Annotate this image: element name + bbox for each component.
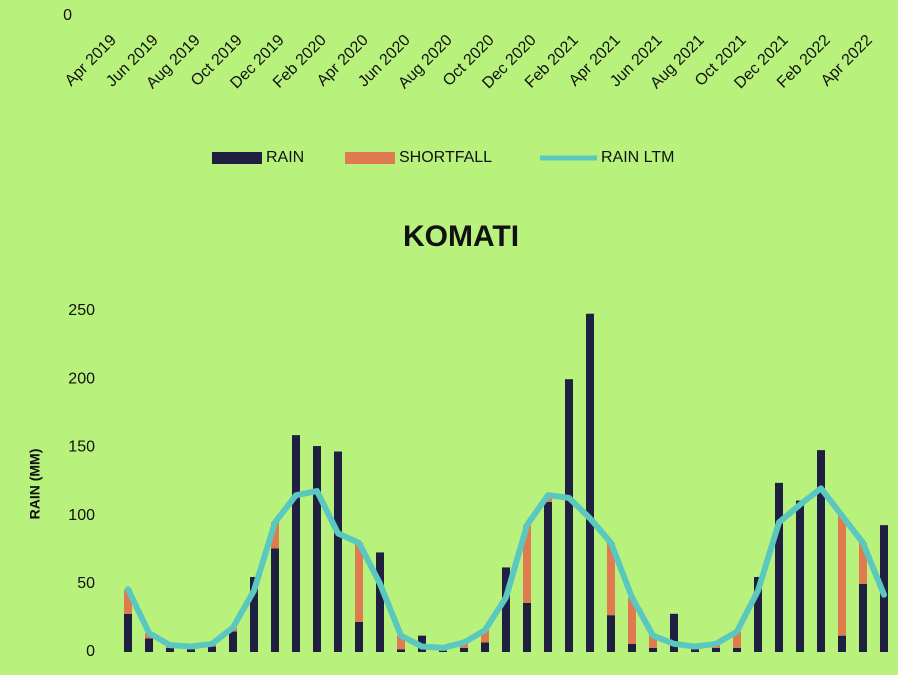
rain-bar (334, 451, 342, 652)
chart-title: KOMATI (403, 220, 519, 253)
rain-bar (187, 649, 195, 652)
y-tick-label: 50 (77, 575, 95, 592)
rain-bar (607, 615, 615, 652)
rain-bar (250, 576, 258, 652)
shortfall-bar (271, 522, 279, 549)
shortfall-bar (607, 542, 615, 616)
y-tick-label: 200 (68, 370, 95, 387)
y-tick-label: 0 (63, 7, 72, 24)
shortfall-bar (649, 635, 657, 648)
shortfall-bar (124, 589, 132, 614)
rain-bar (523, 602, 531, 652)
rain-bar (775, 482, 783, 652)
shortfall-bar (733, 631, 741, 648)
rain-bar (544, 501, 552, 652)
rain-bar (229, 631, 237, 652)
rain-bar (376, 552, 384, 652)
rain-bar (439, 650, 447, 652)
rain-bar (502, 567, 510, 652)
rain-bar (586, 313, 594, 652)
rain-bar (313, 446, 321, 652)
shortfall-bar (838, 515, 846, 636)
rain-bar (712, 647, 720, 652)
y-tick-label: 100 (68, 507, 95, 524)
rain-bar (166, 647, 174, 652)
rain-bar (460, 647, 468, 652)
rain-bar (397, 649, 405, 652)
rain-bar (208, 646, 216, 652)
shortfall-bar (523, 525, 531, 603)
legend-label: RAIN (266, 149, 304, 166)
y-tick-label: 150 (68, 439, 95, 456)
rain-bar (733, 647, 741, 652)
legend-label: SHORTFALL (399, 149, 492, 166)
rain-bar (628, 643, 636, 652)
rain-bar (145, 638, 153, 652)
rain-bar (271, 548, 279, 652)
shortfall-bar (481, 630, 489, 643)
rain-bar (859, 583, 867, 652)
legend-swatch (212, 152, 262, 164)
shortfall-bar (628, 597, 636, 644)
rain-bar (817, 450, 825, 652)
rain-bar (481, 642, 489, 652)
shortfall-bar (859, 542, 867, 584)
legend-swatch (345, 152, 395, 164)
rain-bar (796, 500, 804, 652)
shortfall-bar (397, 635, 405, 650)
rain-bar (670, 613, 678, 652)
rain-bar (754, 576, 762, 652)
rain-bar (691, 649, 699, 652)
y-tick-label: 250 (68, 302, 95, 319)
rain-bar (292, 435, 300, 652)
shortfall-bar (355, 542, 363, 622)
rain-bar (355, 621, 363, 652)
legend-label: RAIN LTM (601, 149, 674, 166)
rain-bar (838, 635, 846, 652)
rain-bar (649, 647, 657, 652)
ltm-line (125, 485, 887, 651)
y-tick-label: 0 (86, 643, 95, 660)
rain-bar (124, 613, 132, 652)
y-axis-label: RAIN (MM) (27, 449, 43, 520)
rain-bar (565, 379, 573, 652)
